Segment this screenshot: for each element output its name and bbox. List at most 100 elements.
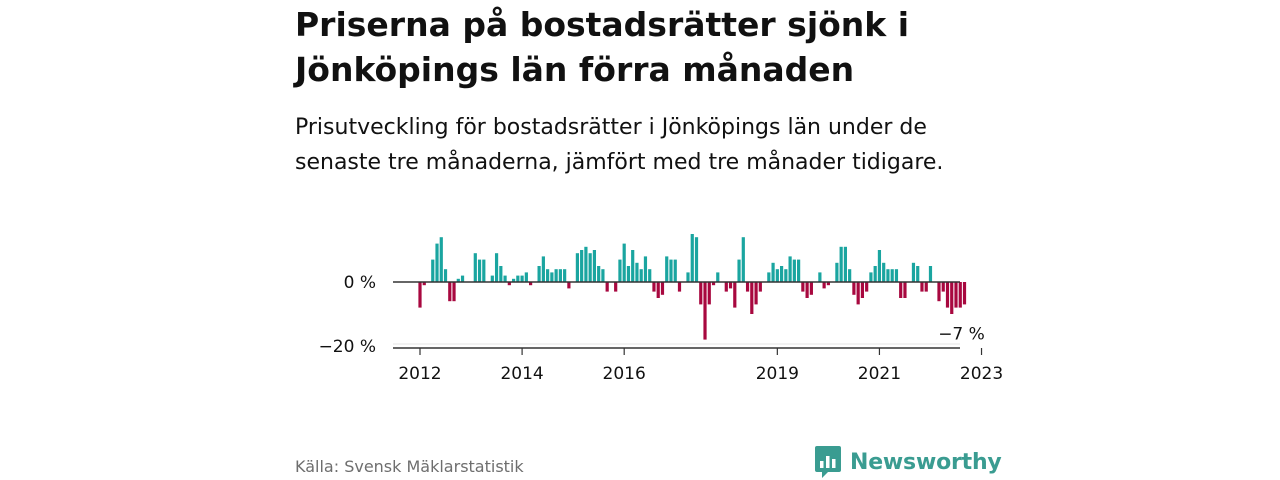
bar [503, 275, 507, 282]
bar [945, 282, 950, 308]
brand-logo: Newsworthy [814, 445, 1002, 479]
bar [771, 262, 775, 282]
bar [673, 259, 677, 282]
bar [916, 266, 920, 282]
bar [745, 282, 750, 292]
bar [865, 282, 869, 292]
bar [431, 259, 435, 282]
bar [797, 259, 801, 282]
bar [741, 237, 745, 282]
chart-title: Priserna på bostadsrätter sjönk i Jönköp… [295, 5, 910, 89]
bar [962, 282, 967, 305]
y-tick-label: −20 % [319, 337, 376, 357]
bar [584, 246, 588, 282]
bar [614, 282, 618, 292]
bar [822, 282, 826, 289]
bar [848, 269, 852, 282]
bar [482, 259, 486, 282]
bar [728, 282, 733, 289]
bar [588, 253, 592, 282]
bar [716, 272, 720, 282]
bar [605, 282, 609, 292]
bar [677, 282, 682, 292]
bar [894, 269, 899, 282]
bar [563, 269, 567, 282]
x-tick-label: 2012 [398, 364, 441, 384]
bar [843, 246, 847, 282]
bar [856, 282, 860, 305]
bar [422, 282, 426, 286]
bar [950, 282, 954, 314]
bar [494, 253, 499, 282]
bar [665, 256, 669, 282]
bar [537, 266, 541, 282]
bar [920, 282, 924, 292]
bar [792, 259, 796, 282]
bar [643, 256, 648, 282]
bar [707, 282, 711, 305]
bar [554, 269, 558, 282]
bar [460, 275, 465, 282]
bar [597, 266, 601, 282]
bar [546, 269, 550, 282]
axes [393, 281, 983, 355]
bar [648, 269, 652, 282]
bar [516, 275, 520, 282]
bar [418, 282, 422, 308]
bar [490, 275, 494, 282]
bar [448, 282, 452, 302]
bar [788, 256, 792, 282]
bar [656, 282, 660, 298]
bar [686, 272, 690, 282]
bar [711, 282, 716, 286]
bar [473, 253, 477, 282]
bar [899, 282, 903, 298]
bar [941, 282, 945, 292]
bar [511, 278, 516, 282]
bar [541, 256, 545, 282]
bar [937, 282, 941, 302]
y-tick-label: 0 % [344, 273, 376, 293]
bar [869, 272, 873, 282]
x-tick-label: 2023 [960, 364, 1003, 384]
bar [618, 259, 622, 282]
bar [873, 266, 877, 282]
bar [575, 253, 579, 282]
bar [652, 282, 656, 292]
bar [580, 250, 584, 282]
bar [784, 269, 788, 282]
bar [754, 282, 758, 305]
x-tick-label: 2016 [603, 364, 646, 384]
bar [601, 269, 605, 282]
axis-labels: 0 % −20 % 2012 2014 2016 2019 2021 2023 −7 % [319, 273, 1004, 384]
x-tick-label: 2014 [500, 364, 543, 384]
source-note: Källa: Svensk Mäklarstatistik [295, 457, 524, 476]
bar [801, 282, 805, 292]
bar [550, 272, 554, 282]
bar [690, 234, 694, 282]
bar [890, 269, 894, 282]
bar [775, 269, 779, 282]
bar [954, 282, 958, 308]
bar [567, 282, 571, 289]
bar [809, 282, 813, 295]
bar [443, 269, 448, 282]
bar [524, 272, 528, 282]
bar [750, 282, 754, 314]
bar [958, 282, 962, 308]
bar [835, 262, 839, 282]
bar [499, 266, 503, 282]
bar [452, 282, 456, 302]
bar [456, 278, 460, 282]
bar [860, 282, 865, 298]
newsworthy-logo-icon [815, 446, 841, 478]
bar-series [418, 234, 967, 340]
bar [639, 269, 643, 282]
bar [779, 266, 784, 282]
bar [911, 262, 916, 282]
x-tick-label: 2021 [858, 364, 901, 384]
bar [733, 282, 737, 308]
bar [882, 262, 886, 282]
bar [886, 269, 890, 282]
